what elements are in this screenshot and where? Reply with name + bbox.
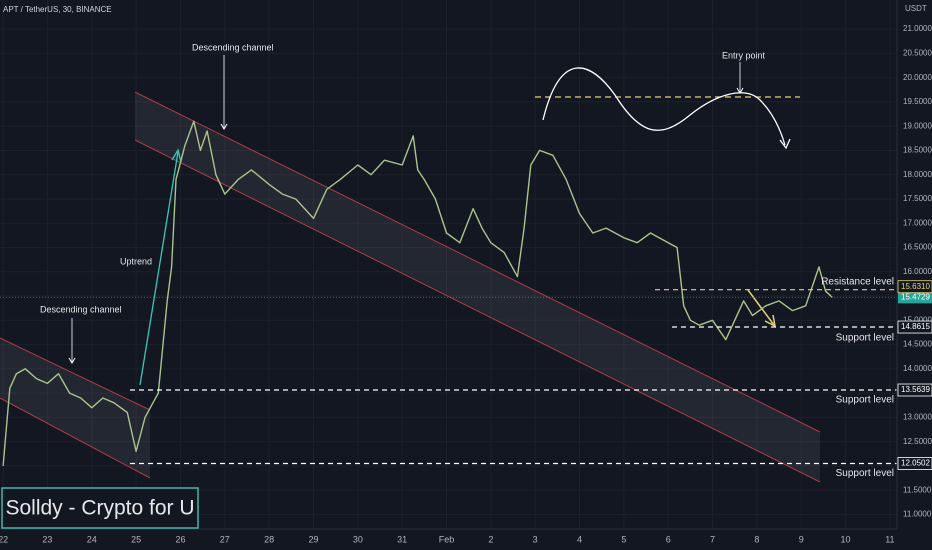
- y-tick-label: 17.0000: [903, 218, 932, 227]
- level-box: [897, 457, 932, 470]
- channel-fill: [135, 92, 820, 482]
- channel-fill: [0, 338, 150, 478]
- x-tick-label: 10: [841, 534, 851, 544]
- y-tick-label: 18.0000: [903, 170, 932, 179]
- y-unit: USDT: [905, 4, 927, 13]
- level-name: Resistance level: [821, 276, 894, 287]
- level-name: Support level: [836, 468, 894, 479]
- level-value-label: 15.6310: [901, 282, 930, 291]
- annotation: Descending channel: [192, 42, 274, 52]
- x-tick-label: 27: [220, 534, 230, 544]
- arrow-head: [220, 123, 228, 130]
- arrow-head: [736, 87, 744, 94]
- y-tick-label: 11.0000: [903, 510, 932, 519]
- x-tick-label: 2: [488, 534, 493, 544]
- x-tick-label: Feb: [439, 534, 455, 544]
- channel-line: [0, 397, 151, 479]
- channel-line: [0, 337, 151, 411]
- y-tick-label: 20.0000: [903, 73, 932, 82]
- x-tick-label: 28: [264, 534, 274, 544]
- y-tick-label: 12.5000: [903, 437, 932, 446]
- y-tick-label: 17.5000: [903, 194, 932, 203]
- annotation: Descending channel: [40, 304, 122, 314]
- x-tick-label: 8: [754, 534, 759, 544]
- y-tick-label: 20.5000: [903, 48, 932, 57]
- chart-title: APT / TetherUS, 30, BINANCE: [3, 5, 112, 14]
- x-tick-label: 11: [885, 534, 894, 544]
- level-value-label: 14.8615: [901, 322, 930, 331]
- level-box: [897, 320, 932, 334]
- annotation: Entry point: [722, 50, 766, 60]
- y-tick-label: 13.0000: [903, 412, 932, 421]
- y-tick-label: 21.0000: [903, 24, 932, 33]
- y-tick-label: 16.5000: [903, 243, 932, 252]
- x-tick-label: 3: [533, 534, 538, 544]
- level-name: Support level: [836, 333, 894, 344]
- forecast-arrow: [747, 289, 775, 326]
- y-tick-label: 19.0000: [903, 121, 932, 130]
- x-tick-label: 7: [710, 534, 715, 544]
- x-tick-label: 24: [87, 534, 97, 544]
- x-axis-area: [0, 529, 932, 550]
- level-value-label: 12.0502: [901, 459, 930, 468]
- x-tick-label: 4: [577, 534, 582, 544]
- y-tick-label: 14.5000: [903, 340, 932, 349]
- level-box: [897, 383, 932, 397]
- arrow-head: [68, 357, 76, 364]
- arrow-head: [779, 138, 791, 150]
- price-line: [2, 120, 833, 466]
- x-tick-label: 6: [666, 534, 671, 544]
- plot: Resistance level Support level Support lev…: [0, 120, 897, 479]
- y-tick-label: 16.0000: [903, 267, 932, 276]
- x-tick-label: 23: [42, 534, 52, 544]
- x-tick-label: 29: [308, 534, 318, 544]
- watermark: Solldy - Crypto for U: [5, 497, 194, 520]
- x-tick-label: 31: [397, 534, 407, 544]
- x-tick-label: 30: [353, 534, 363, 544]
- axes: 11.000011.500012.000012.500013.000013.50…: [0, 24, 932, 544]
- annotation: Uptrend: [120, 256, 152, 266]
- uptrend-arrow: [139, 151, 179, 386]
- x-tick-label: 5: [621, 534, 626, 544]
- arrow-head: [171, 148, 182, 163]
- last-price-box: [898, 291, 932, 304]
- y-tick-label: 19.5000: [903, 97, 932, 106]
- x-tick-label: 26: [175, 534, 185, 544]
- channel-line: [134, 139, 821, 483]
- y-tick-label: 15.0000: [903, 315, 932, 324]
- arrow-head: [764, 314, 777, 328]
- wave-curve: [542, 67, 786, 146]
- watermark-box: [1, 487, 199, 529]
- channel-line: [134, 91, 821, 433]
- level-box: [897, 280, 932, 294]
- x-tick-label: 25: [131, 534, 141, 544]
- x-tick-label: 22: [0, 534, 8, 544]
- y-tick-label: 11.5000: [903, 485, 932, 494]
- last-price-label: 15.4729: [901, 292, 930, 301]
- y-tick-label: 18.5000: [903, 146, 932, 155]
- level-value-label: 13.5639: [901, 385, 930, 394]
- level-name: Support level: [836, 395, 894, 406]
- x-tick-label: 9: [799, 534, 804, 544]
- y-tick-label: 14.0000: [903, 364, 932, 373]
